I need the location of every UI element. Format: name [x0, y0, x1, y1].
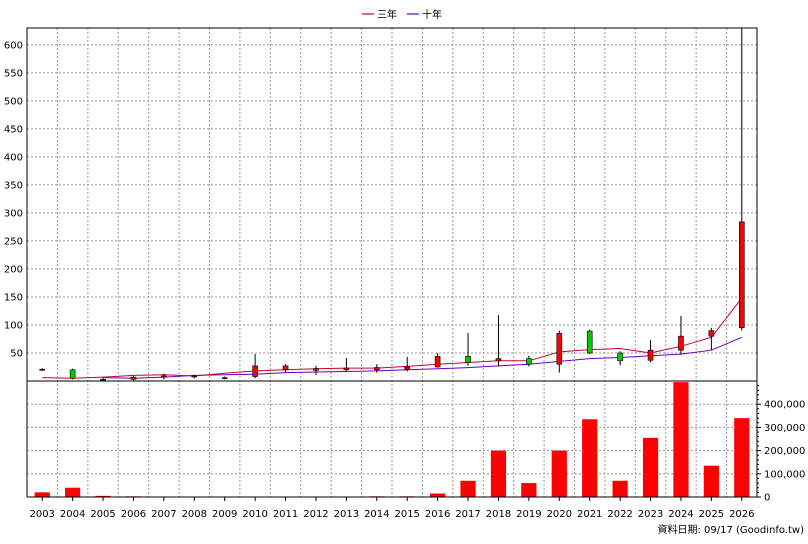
volume-tick-label: 100,000 — [764, 469, 805, 480]
x-tick-label: 2018 — [486, 509, 511, 520]
x-tick-label: 2019 — [516, 509, 541, 520]
x-tick-label: 2025 — [699, 509, 724, 520]
x-tick-label: 2005 — [90, 509, 115, 520]
candle-body — [130, 376, 137, 380]
x-tick-label: 2010 — [242, 509, 267, 520]
candle-body — [161, 375, 167, 378]
candle-body — [343, 367, 350, 371]
price-tick-label: 150 — [4, 292, 23, 303]
x-tick-label: 2015 — [394, 509, 419, 520]
candle-body — [586, 330, 593, 354]
candle-body — [69, 369, 76, 379]
candle-body — [404, 366, 411, 370]
volume-tick-label: 200,000 — [764, 446, 805, 457]
price-tick-label: 500 — [4, 96, 23, 107]
x-tick-label: 2026 — [729, 509, 754, 520]
candle-body — [221, 377, 228, 379]
volume-bar — [734, 418, 750, 497]
x-tick-label: 2020 — [547, 509, 572, 520]
x-tick-label: 2003 — [29, 509, 54, 520]
x-tick-label: 2021 — [577, 509, 602, 520]
volume-bar — [430, 493, 446, 497]
volume-bar — [521, 483, 537, 497]
x-tick-label: 2006 — [121, 509, 146, 520]
x-tick-label: 2004 — [60, 509, 85, 520]
candle-body — [465, 356, 471, 363]
x-tick-label: 2013 — [334, 509, 359, 520]
candle-body — [282, 365, 289, 371]
volume-bar — [490, 450, 507, 497]
x-tick-label: 2014 — [364, 509, 389, 520]
candle-body — [495, 358, 502, 362]
candle-body — [617, 352, 623, 362]
price-tick-label: 300 — [4, 208, 23, 219]
candle-body — [556, 333, 563, 365]
x-tick-label: 2024 — [668, 509, 693, 520]
volume-bar — [551, 450, 567, 497]
candle-body — [191, 375, 198, 378]
x-tick-label: 2008 — [182, 509, 207, 520]
price-tick-label: 400 — [4, 152, 23, 163]
candle-body — [100, 379, 106, 381]
x-tick-label: 2012 — [303, 509, 328, 520]
volume-tick-label: 400,000 — [764, 400, 805, 411]
x-tick-label: 2017 — [455, 509, 480, 520]
volume-bar — [34, 492, 50, 497]
candle-body — [39, 368, 46, 371]
x-tick-label: 2023 — [638, 509, 663, 520]
x-tick-label: 2016 — [425, 509, 450, 520]
price-tick-label: 600 — [4, 40, 23, 51]
candle-body — [678, 335, 684, 351]
x-tick-label: 2009 — [212, 509, 237, 520]
candle-body — [708, 330, 715, 337]
volume-tick-label: 0 — [764, 493, 770, 504]
chart-frames — [26, 27, 758, 498]
volume-bar — [65, 487, 81, 497]
x-tick-label: 2007 — [151, 509, 176, 520]
price-tick-label: 550 — [4, 68, 23, 79]
legend-entry-label: 十年 — [422, 8, 442, 21]
candle-body — [526, 358, 532, 365]
moving-average-lines — [42, 297, 743, 379]
volume-panel-frame — [26, 380, 758, 498]
price-tick-label: 100 — [4, 320, 23, 331]
volume-bar — [642, 437, 659, 497]
volume-bar — [582, 419, 598, 497]
volume-bar — [703, 465, 719, 497]
data-source-footer: 資料日期: 09/17 (Goodinfo.tw) — [657, 523, 804, 536]
x-tick-label: 2022 — [607, 509, 632, 520]
legend: 三年 十年 — [362, 8, 442, 21]
volume-bar — [612, 480, 628, 497]
price-tick-label: 50 — [10, 348, 23, 359]
volume-bar — [95, 495, 111, 497]
candle-body — [647, 349, 654, 361]
grid-layer — [27, 28, 757, 497]
ma-3yr-line — [42, 297, 743, 379]
volume-bar — [673, 382, 689, 497]
price-tick-label: 200 — [4, 264, 23, 275]
candle-body — [738, 221, 745, 329]
volume-bars — [34, 382, 750, 498]
candle-body — [373, 367, 380, 371]
volume-tick-label: 300,000 — [764, 423, 805, 434]
candlesticks — [39, 28, 745, 381]
legend-entry-label: 三年 — [377, 8, 397, 21]
x-tick-label: 2011 — [273, 509, 298, 520]
axis-labels: 50 100 150 200 250 300 350 400 450 500 550 600 0 100,… — [4, 40, 805, 520]
price-tick-label: 250 — [4, 236, 23, 247]
candle-body — [434, 356, 441, 368]
volume-bar — [460, 480, 476, 497]
price-tick-label: 350 — [4, 180, 23, 191]
candle-body — [313, 368, 319, 371]
price-tick-label: 450 — [4, 124, 23, 135]
candle-body — [252, 365, 258, 377]
